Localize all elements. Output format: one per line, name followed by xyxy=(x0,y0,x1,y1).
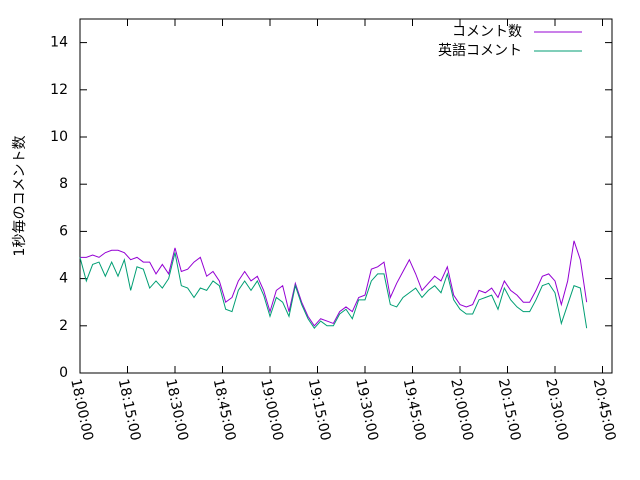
series-line xyxy=(79,252,588,329)
x-tick-label: 19:30:00 xyxy=(352,377,381,442)
x-tick-label: 19:15:00 xyxy=(305,377,334,442)
x-tick-label: 20:45:00 xyxy=(590,377,619,442)
x-tick-label: 18:00:00 xyxy=(67,377,96,442)
legend-label: コメント数 xyxy=(452,24,522,40)
x-tick-label: 19:45:00 xyxy=(400,377,429,442)
y-tick-label: 4 xyxy=(59,271,68,287)
y-tick-label: 8 xyxy=(59,176,68,192)
x-tick-label: 20:15:00 xyxy=(495,377,524,442)
y-tick-label: 0 xyxy=(59,365,68,381)
plot-border xyxy=(79,18,613,374)
y-tick-label: 2 xyxy=(59,318,68,334)
x-tick-label: 18:15:00 xyxy=(115,377,144,442)
y-tick-label: 10 xyxy=(50,129,68,145)
x-tick-label: 19:00:00 xyxy=(257,377,286,442)
y-tick-label: 14 xyxy=(50,35,68,51)
x-tick-label: 18:45:00 xyxy=(210,377,239,442)
x-tick-label: 18:30:00 xyxy=(162,377,191,442)
y-axis-label: 1秒毎のコメント数 xyxy=(12,136,28,257)
series-line xyxy=(80,240,588,327)
y-tick-label: 6 xyxy=(59,223,68,239)
legend-label: 英語コメント xyxy=(438,42,522,59)
x-tick-label: 20:00:00 xyxy=(447,377,476,442)
x-tick-label: 20:30:00 xyxy=(542,377,571,442)
y-tick-label: 12 xyxy=(50,82,68,98)
